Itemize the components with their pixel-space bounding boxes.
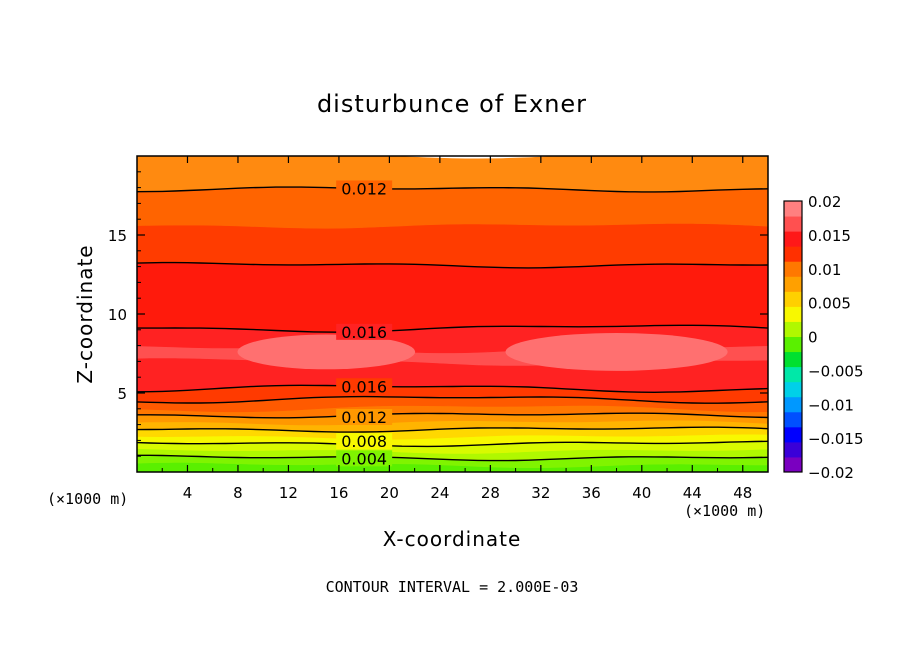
colorbar-swatch-10 bbox=[784, 306, 802, 322]
colorbar-swatch-2 bbox=[784, 426, 802, 443]
x-tick-label-8: 36 bbox=[582, 484, 601, 502]
colorbar-ticks: 0.02 0.015 0.01 0.005 0 −0.005 −0.01 −0.015 −0.0… bbox=[808, 193, 864, 482]
contour-label-bg-3 bbox=[336, 408, 393, 425]
contour-label-bg-4 bbox=[336, 433, 393, 450]
colorbar-swatch-14 bbox=[784, 246, 802, 262]
colorbar-tick-label-6: −0.01 bbox=[808, 396, 854, 414]
colorbar-swatch-4 bbox=[784, 396, 802, 413]
max-region-0 bbox=[237, 334, 416, 370]
contour-interval-footer: CONTOUR INTERVAL = 2.000E-03 bbox=[326, 578, 579, 596]
contour-label-1: 0.016 bbox=[341, 323, 387, 342]
x-tick-label-5: 24 bbox=[430, 484, 449, 502]
contour-band-17 bbox=[136, 155, 769, 193]
contour-label-0: 0.012 bbox=[341, 179, 387, 198]
colorbar-swatch-8 bbox=[784, 336, 802, 353]
y-axis-label: Z-coordinate bbox=[73, 244, 97, 383]
y-tick-label-0: 5 bbox=[117, 385, 127, 403]
contour-band-15 bbox=[136, 223, 769, 269]
x-tick-label-9: 40 bbox=[632, 484, 651, 502]
contour-label-2: 0.016 bbox=[341, 377, 387, 396]
contour-label-4: 0.008 bbox=[341, 432, 387, 451]
colorbar-swatch-5 bbox=[784, 381, 802, 398]
colorbar-swatch-13 bbox=[784, 261, 802, 277]
contour-line-6 bbox=[137, 324, 769, 333]
contour-label-3: 0.012 bbox=[341, 408, 387, 427]
contour-line-3 bbox=[137, 412, 769, 419]
y-axis-ticks: 5 10 15 bbox=[108, 171, 768, 457]
x-tick-label-11: 48 bbox=[733, 484, 752, 502]
plot-area bbox=[136, 155, 769, 473]
colorbar-swatch-12 bbox=[784, 276, 802, 292]
max-region-1 bbox=[505, 332, 728, 371]
contour-label-bg-5 bbox=[336, 450, 393, 467]
x-axis-label: X-coordinate bbox=[383, 527, 522, 551]
contour-line-2 bbox=[136, 426, 769, 433]
x-tick-label-7: 32 bbox=[531, 484, 550, 502]
colorbar-tick-label-0: 0.02 bbox=[808, 193, 841, 211]
x-tick-label-1: 8 bbox=[233, 484, 243, 502]
y-tick-label-2: 15 bbox=[108, 227, 127, 245]
colorbar-tick-label-1: 0.015 bbox=[808, 227, 851, 245]
y-tick-label-1: 10 bbox=[108, 306, 127, 324]
contour-label-bg-2 bbox=[336, 378, 393, 395]
x-tick-label-3: 16 bbox=[329, 484, 348, 502]
colorbar-swatch-9 bbox=[784, 321, 802, 337]
colorbar-swatch-11 bbox=[784, 291, 802, 307]
colorbar-swatch-15 bbox=[784, 231, 802, 247]
chart-title: disturbunce of Exner bbox=[317, 90, 587, 118]
contour-line-5 bbox=[136, 384, 769, 394]
contour-label-5: 0.004 bbox=[341, 449, 387, 468]
contour-line-0 bbox=[137, 454, 769, 462]
x-tick-label-0: 4 bbox=[183, 484, 193, 502]
z-unit-label: (×1000 m) bbox=[47, 490, 128, 508]
x-unit-label: (×1000 m) bbox=[684, 502, 765, 520]
colorbar-swatch-3 bbox=[784, 411, 802, 428]
colorbar-tick-label-4: 0 bbox=[808, 329, 818, 347]
colorbar-swatch-1 bbox=[784, 441, 802, 458]
colorbar-tick-label-8: −0.02 bbox=[808, 464, 854, 482]
contour-line-7 bbox=[136, 261, 769, 269]
colorbar bbox=[783, 200, 803, 473]
colorbar-tick-label-7: −0.015 bbox=[808, 430, 864, 448]
contour-lines bbox=[136, 186, 769, 462]
x-axis-ticks: 4 8 12 16 20 24 28 32 36 40 44 48 bbox=[161, 156, 752, 502]
colorbar-swatch-6 bbox=[784, 366, 802, 383]
contour-line-8 bbox=[136, 186, 769, 193]
colorbar-swatch-16 bbox=[784, 216, 802, 232]
colorbar-tick-label-5: −0.005 bbox=[808, 362, 864, 380]
colorbar-swatch-0 bbox=[784, 456, 802, 473]
contour-label-bg-1 bbox=[336, 323, 393, 340]
colorbar-swatch-17 bbox=[784, 201, 802, 217]
contour-line-4 bbox=[136, 395, 769, 404]
x-tick-label-2: 12 bbox=[279, 484, 298, 502]
x-tick-label-6: 28 bbox=[481, 484, 500, 502]
colorbar-swatch-7 bbox=[784, 351, 802, 368]
colorbar-tick-label-2: 0.01 bbox=[808, 261, 841, 279]
x-tick-label-4: 20 bbox=[380, 484, 399, 502]
contour-label-bg-0 bbox=[336, 180, 393, 197]
colorbar-frame bbox=[783, 200, 803, 473]
contour-band-14 bbox=[136, 262, 769, 333]
colorbar-tick-label-3: 0.005 bbox=[808, 295, 851, 313]
contour-line-1 bbox=[136, 440, 769, 448]
x-tick-label-10: 44 bbox=[683, 484, 702, 502]
contour-band-16 bbox=[136, 186, 769, 229]
